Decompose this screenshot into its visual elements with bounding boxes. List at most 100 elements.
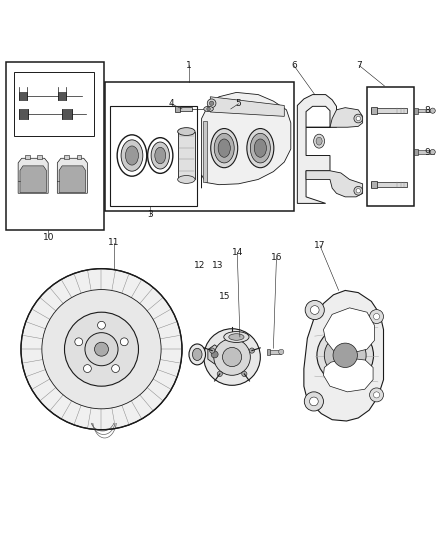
Ellipse shape (151, 142, 170, 169)
Text: 1: 1 (186, 61, 191, 70)
Ellipse shape (178, 175, 195, 183)
Ellipse shape (125, 146, 138, 165)
Bar (105, 83, 294, 211)
Polygon shape (20, 166, 46, 192)
Polygon shape (18, 158, 48, 193)
Bar (371, 181, 377, 188)
Circle shape (354, 114, 363, 123)
Bar (417, 109, 434, 112)
Bar (371, 182, 407, 187)
Bar (19, 92, 27, 100)
Circle shape (324, 334, 366, 376)
Circle shape (370, 388, 384, 402)
Circle shape (217, 372, 223, 376)
Circle shape (112, 365, 120, 373)
Bar (179, 107, 192, 111)
Circle shape (430, 149, 435, 155)
Circle shape (84, 365, 92, 373)
Text: 5: 5 (236, 99, 241, 108)
Ellipse shape (314, 134, 325, 148)
Text: 7: 7 (356, 61, 362, 70)
Circle shape (207, 99, 216, 108)
Circle shape (311, 305, 319, 314)
Bar (58, 92, 66, 100)
Circle shape (430, 108, 435, 114)
Circle shape (249, 348, 254, 353)
Polygon shape (201, 92, 291, 188)
Text: 16: 16 (271, 253, 282, 262)
Circle shape (209, 348, 215, 353)
Circle shape (304, 392, 323, 411)
Ellipse shape (148, 138, 173, 173)
Ellipse shape (214, 133, 234, 163)
Circle shape (230, 334, 235, 339)
Circle shape (317, 327, 374, 384)
Bar (371, 107, 377, 114)
Ellipse shape (218, 139, 230, 157)
Text: 10: 10 (42, 233, 54, 242)
Circle shape (42, 289, 161, 409)
Ellipse shape (121, 140, 143, 171)
Circle shape (211, 351, 218, 358)
Circle shape (305, 301, 324, 320)
Polygon shape (306, 108, 363, 127)
Text: 14: 14 (232, 248, 243, 257)
Text: 6: 6 (291, 61, 297, 70)
Circle shape (374, 392, 380, 398)
Polygon shape (323, 308, 374, 353)
Circle shape (354, 187, 363, 195)
Bar (6, 62, 104, 230)
Circle shape (21, 269, 182, 430)
Bar (110, 107, 197, 206)
Polygon shape (57, 158, 87, 193)
Bar (64, 156, 69, 159)
Circle shape (356, 116, 360, 120)
Bar (269, 350, 281, 353)
Circle shape (64, 312, 138, 386)
Text: 11: 11 (108, 238, 120, 247)
Circle shape (356, 189, 360, 193)
Ellipse shape (224, 332, 249, 342)
Circle shape (95, 342, 109, 356)
Ellipse shape (247, 128, 274, 168)
Bar (25, 156, 29, 159)
Bar (371, 108, 407, 114)
Circle shape (209, 101, 214, 106)
Bar (414, 108, 418, 114)
Ellipse shape (189, 344, 205, 365)
Text: 9: 9 (424, 148, 430, 157)
Text: 4: 4 (168, 99, 174, 108)
Bar (414, 149, 418, 155)
Ellipse shape (178, 128, 195, 135)
Circle shape (98, 321, 106, 329)
Text: 8: 8 (424, 106, 430, 115)
Ellipse shape (192, 349, 202, 360)
Circle shape (310, 397, 318, 406)
Polygon shape (306, 171, 363, 197)
Bar (178, 132, 195, 180)
Polygon shape (59, 166, 85, 192)
Ellipse shape (254, 139, 266, 157)
Ellipse shape (251, 133, 270, 163)
Text: 13: 13 (212, 261, 224, 270)
Circle shape (279, 349, 284, 354)
Polygon shape (297, 94, 336, 204)
Ellipse shape (155, 147, 166, 164)
Bar (267, 349, 270, 355)
Circle shape (85, 333, 118, 366)
Circle shape (204, 329, 260, 385)
Text: 3: 3 (147, 210, 153, 219)
Bar (367, 87, 414, 206)
Circle shape (223, 348, 242, 367)
Ellipse shape (211, 128, 238, 168)
Text: 12: 12 (194, 261, 205, 270)
Circle shape (214, 339, 251, 375)
Polygon shape (304, 290, 384, 421)
Polygon shape (208, 345, 222, 364)
Bar (176, 106, 180, 112)
Ellipse shape (229, 334, 244, 340)
Circle shape (333, 343, 357, 367)
Bar (14, 71, 94, 136)
Bar (37, 156, 42, 159)
Circle shape (207, 107, 210, 111)
